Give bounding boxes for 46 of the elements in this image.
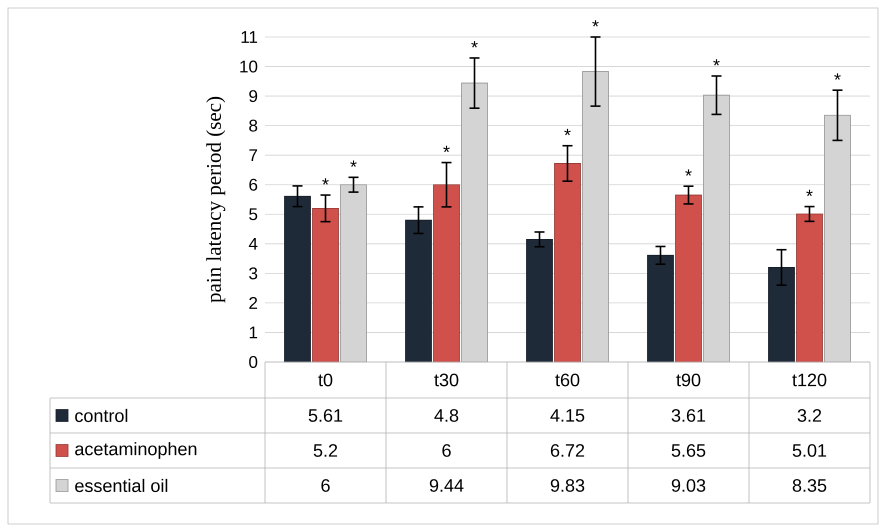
- data-label: 8.35: [792, 479, 826, 492]
- y-tick-label: 10: [240, 60, 258, 73]
- x-tick-label: t60: [555, 374, 580, 386]
- data-label: 4.15: [550, 409, 584, 422]
- y-tick-label: 3: [249, 267, 258, 280]
- y-axis-title: pain latency period (sec): [206, 96, 226, 303]
- text: *: [592, 20, 599, 27]
- annotation: *: [834, 73, 841, 80]
- x-tick-label: t0: [318, 374, 332, 386]
- annotation: *: [713, 59, 720, 66]
- x-tick-label: t90: [676, 374, 700, 386]
- data-label: 5.2: [314, 444, 338, 457]
- annotation: *: [350, 160, 357, 167]
- annotation: *: [806, 190, 813, 196]
- data-label: 5.61: [308, 409, 342, 422]
- data-label: 3.61: [672, 409, 706, 422]
- y-tick-label: 8: [249, 120, 258, 132]
- y-tick-label: 4: [248, 238, 258, 250]
- y-tick-label: 6: [249, 178, 258, 191]
- y-tick-label: 2: [249, 296, 258, 309]
- y-tick-label: 0: [249, 356, 258, 368]
- x-tick-label: t120: [792, 374, 826, 386]
- data-label: 9.44: [430, 479, 464, 492]
- annotation: *: [322, 178, 329, 185]
- y-tick-label: 11: [242, 31, 258, 43]
- legend-label: essential oil: [75, 478, 168, 492]
- data-label: 4.8: [434, 409, 458, 422]
- legend-label: control: [75, 408, 128, 422]
- data-label: 9.03: [672, 479, 706, 492]
- y-tick-label: 7: [249, 149, 258, 162]
- data-label: 6: [321, 479, 330, 492]
- annotation: *: [685, 169, 692, 176]
- x-tick-label: t30: [434, 374, 458, 386]
- annotation: *: [471, 41, 478, 48]
- data-label: 6: [442, 444, 451, 457]
- data-label: 6.72: [550, 444, 584, 457]
- y-tick-label: 1: [250, 326, 258, 338]
- annotation: *: [564, 128, 571, 136]
- y-tick-label: 9: [249, 90, 258, 102]
- data-label: 5.01: [792, 444, 826, 457]
- data-label: 9.83: [550, 479, 584, 492]
- data-label: 5.65: [672, 444, 706, 457]
- legend-label: acetaminophen: [75, 442, 196, 459]
- annotation: *: [443, 146, 450, 152]
- data-label: 3.2: [798, 409, 822, 422]
- y-tick-label: 5: [249, 208, 258, 220]
